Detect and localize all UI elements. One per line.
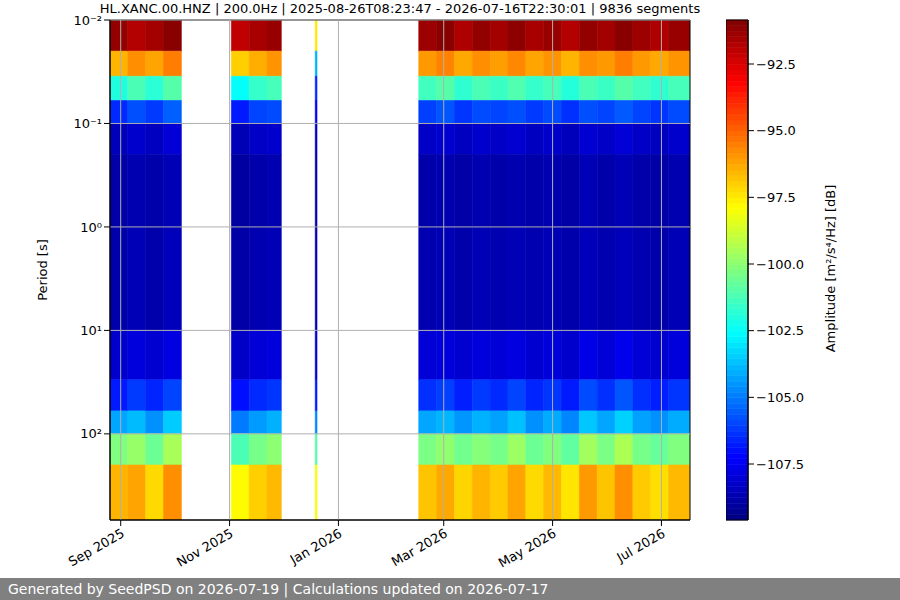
html-text:Amplitude [m²/s⁴/Hz] [dB]: Amplitude [m²/s⁴/Hz] [dB] <box>822 184 838 353</box>
svg-text:−102.5: −102.5 <box>756 323 804 338</box>
svg-text:−97.5: −97.5 <box>756 190 796 205</box>
svg-text:Jul 2026: Jul 2026 <box>613 526 667 566</box>
svg-text:10⁰: 10⁰ <box>80 220 102 235</box>
svg-text:10¹: 10¹ <box>80 323 102 338</box>
svg-text:10⁻²: 10⁻² <box>73 13 102 28</box>
svg-text:−92.5: −92.5 <box>756 57 796 72</box>
svg-text:−107.5: −107.5 <box>756 457 804 472</box>
svg-text:Jan 2026: Jan 2026 <box>287 526 345 568</box>
svg-text:Sep 2025: Sep 2025 <box>66 526 127 570</box>
svg-text:10⁻¹: 10⁻¹ <box>73 116 102 131</box>
svg-text:Mar 2026: Mar 2026 <box>389 526 450 570</box>
svg-text:Period [s]: Period [s] <box>35 239 50 301</box>
svg-text:May 2026: May 2026 <box>496 526 559 571</box>
svg-text:−100.0: −100.0 <box>756 257 804 272</box>
html-text:HL.XANC.00.HNZ | 200.0Hz | 202: HL.XANC.00.HNZ | 200.0Hz | 2025-08-26T08… <box>99 1 701 16</box>
svg-text:Nov 2025: Nov 2025 <box>174 526 236 570</box>
svg-text:10²: 10² <box>80 426 102 441</box>
svg-text:−95.0: −95.0 <box>756 123 796 138</box>
svg-text:−105.0: −105.0 <box>756 390 804 405</box>
html-text:Generated by SeedPSD on 2026-0: Generated by SeedPSD on 2026-07-19 | Cal… <box>8 581 549 597</box>
